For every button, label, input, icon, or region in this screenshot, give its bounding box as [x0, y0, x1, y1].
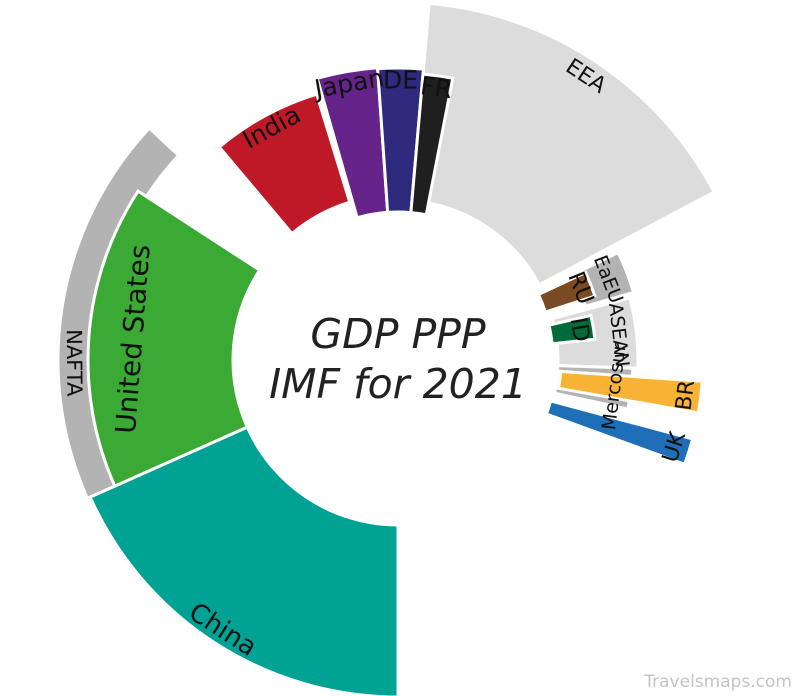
label-id: ID: [565, 315, 595, 343]
segment-uk: [544, 399, 695, 467]
segment-eea: [410, 1, 717, 287]
label-br: BR: [672, 379, 701, 412]
chart-title-line-1: GDP PPP: [310, 310, 486, 358]
label-de: DE: [383, 65, 418, 94]
label-nafta: NAFTA: [62, 329, 87, 397]
watermark: Travelsmaps.com: [644, 672, 792, 692]
segment-id: [547, 313, 597, 346]
segment-united-states: [86, 189, 262, 489]
chart-title-line-2: IMF for 2021: [269, 360, 527, 408]
segment-china: [88, 425, 400, 696]
segment-br: [556, 369, 704, 415]
segment-india: [217, 92, 352, 236]
segment-ru: [536, 270, 597, 314]
inner-ring: [86, 66, 704, 696]
label-fr: FR: [419, 71, 454, 104]
segment-fr: [409, 72, 455, 217]
